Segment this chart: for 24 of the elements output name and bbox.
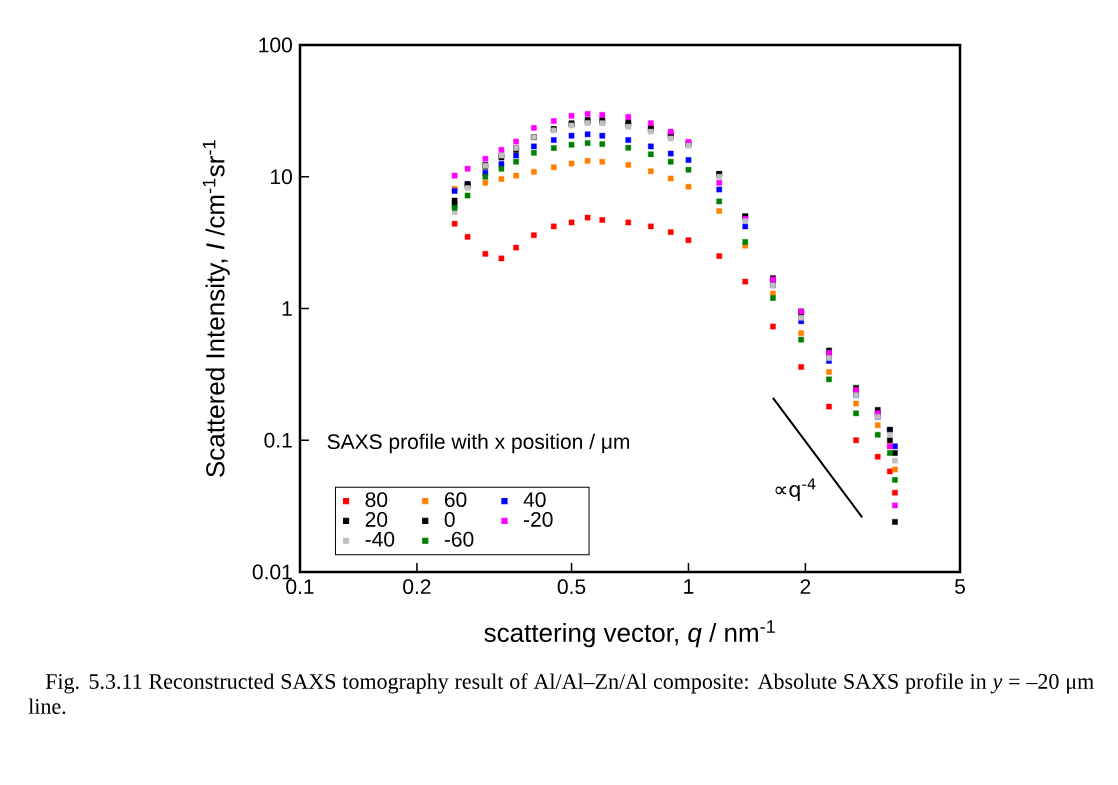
x-tick-label: 0.1 bbox=[286, 579, 314, 595]
legend-title: SAXS profile with x position / μm bbox=[327, 433, 630, 454]
y-tick-label: 100 bbox=[259, 37, 292, 53]
x-tick-label: 0.5 bbox=[557, 579, 586, 595]
legend-label: 80 bbox=[365, 492, 388, 508]
x-tick-label: 5 bbox=[955, 579, 965, 594]
y-axis-title: Scattered Intensity, I /cm$^{-1}$sr$^{-1}$ bbox=[202, 140, 230, 477]
x-tick-label: 1 bbox=[684, 579, 694, 594]
legend-label: -60 bbox=[444, 531, 474, 547]
annotation: ∝q$^{-4}$ bbox=[775, 478, 816, 502]
legend-label: 0 bbox=[444, 512, 455, 527]
y-tick-label: 10 bbox=[271, 169, 292, 185]
x-tick-label: 0.2 bbox=[403, 579, 431, 595]
y-tick-label: 0.1 bbox=[264, 432, 292, 448]
legend-label: -20 bbox=[524, 512, 553, 527]
legend-label: 60 bbox=[444, 492, 467, 508]
y-tick-label: 1 bbox=[282, 301, 292, 316]
x-axis-title: scattering vector, q / nm$^{-1}$ bbox=[484, 620, 775, 648]
x-tick-label: 2 bbox=[800, 579, 811, 594]
y-tick-label: 0.01 bbox=[252, 564, 292, 580]
legend-label: 40 bbox=[523, 492, 546, 508]
legend-label: -40 bbox=[365, 531, 395, 547]
legend-label: 20 bbox=[365, 512, 388, 527]
text: Fig. 5.3.11 Reconstructed SAXS tomography result of Al/Al–Zn/Al composite: Absolute SAXS profile in y = –20 μm line. bbox=[28, 673, 1094, 714]
